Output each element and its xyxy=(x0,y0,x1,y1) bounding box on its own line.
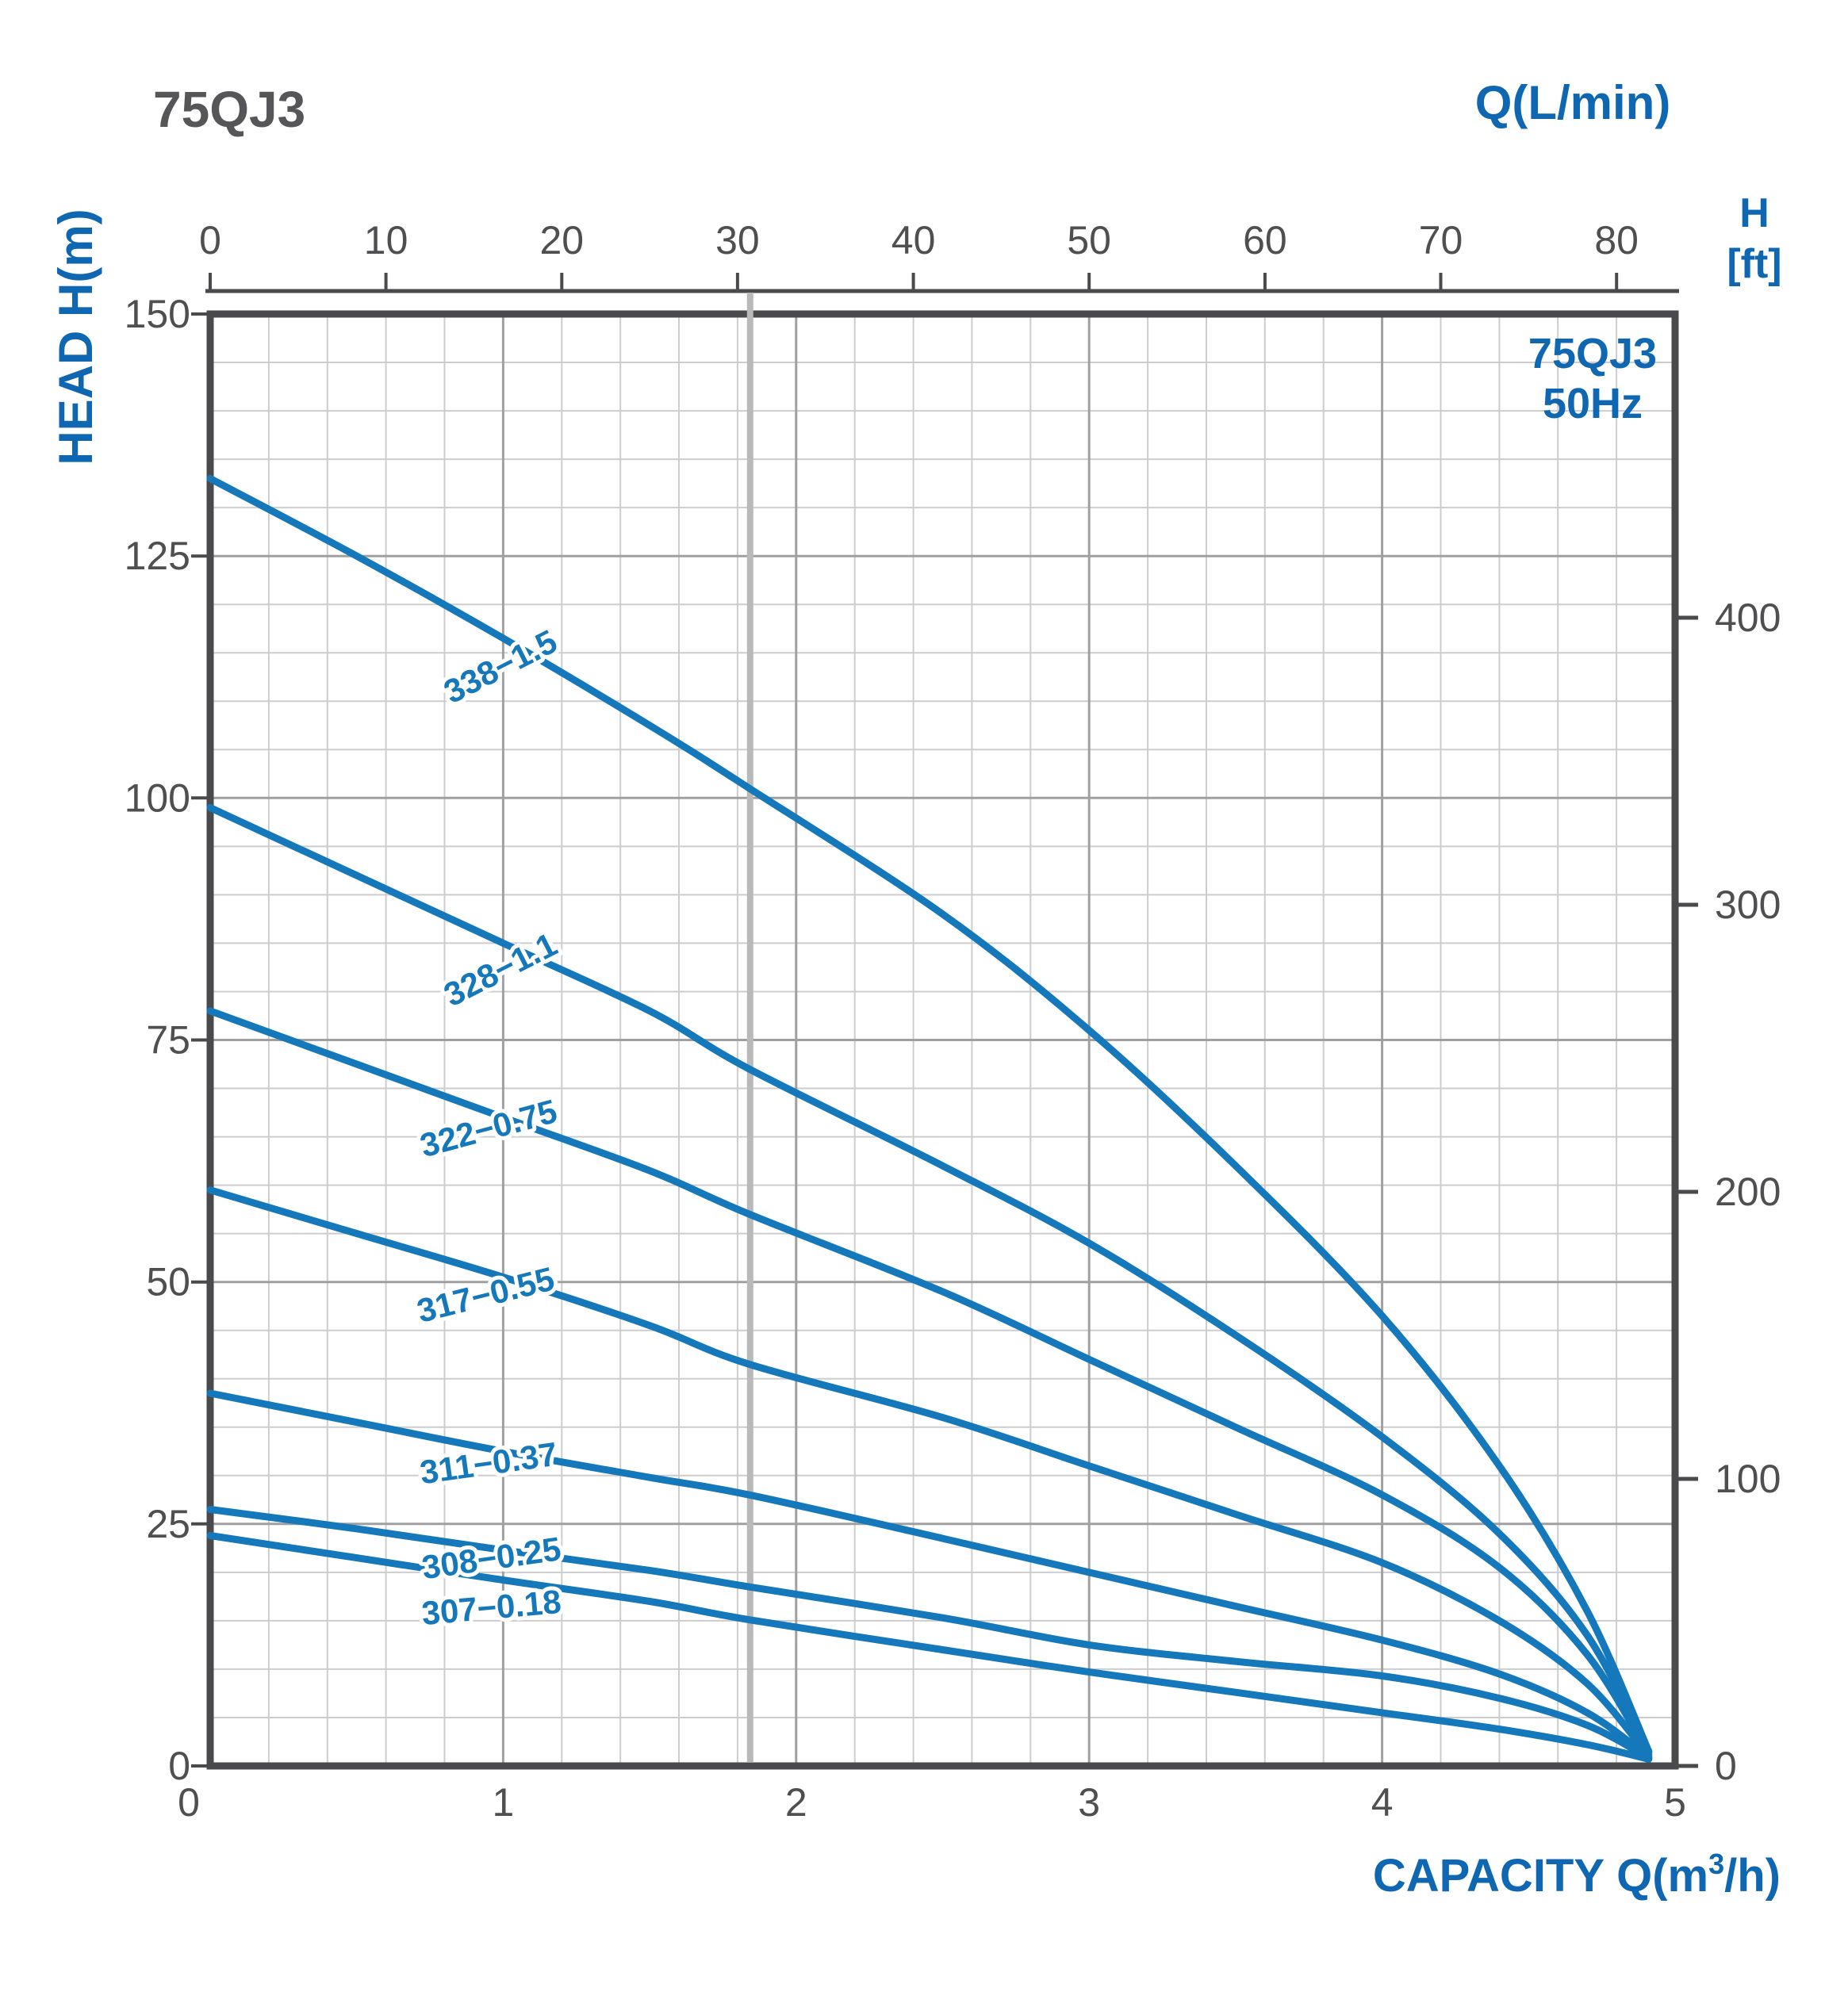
bottom-axis-title-superscript: 3 xyxy=(1708,1848,1724,1880)
bottom-axis-title-prefix: CAPACITY Q(m xyxy=(1373,1850,1708,1902)
top-axis-tick-label: 80 xyxy=(1594,218,1639,262)
grid-layer xyxy=(210,314,1675,1766)
top-axis-tick-label: 10 xyxy=(364,218,408,262)
left-axis-tick-label: 0 xyxy=(168,1744,190,1788)
curve-338-1.5 xyxy=(206,475,1653,1756)
static-text-layer: 75QJ3 Q(L/min) HEAD H(m) H [ft] 75QJ3 50… xyxy=(49,76,1782,1902)
top-axis-tick-label: 20 xyxy=(539,218,584,262)
curve-308-0.25 xyxy=(206,1506,1653,1762)
top-axis-tick-label: 30 xyxy=(715,218,760,262)
curve-328-1.1 xyxy=(206,804,1653,1756)
curve-317-0.55 xyxy=(206,1186,1653,1760)
curve-311-0.37 xyxy=(206,1389,1653,1761)
legend-frequency: 50Hz xyxy=(1543,380,1643,427)
left-axis-tick-label: 25 xyxy=(146,1502,190,1546)
right-axis-tick-label: 400 xyxy=(1715,596,1781,640)
bottom-axis-tick-label: 1 xyxy=(492,1780,514,1825)
top-axis-tick-label: 0 xyxy=(199,218,221,262)
curve-322-0.75 xyxy=(206,1007,1653,1758)
top-axis-tick-label: 70 xyxy=(1419,218,1463,262)
right-axis-tick-label: 0 xyxy=(1715,1744,1737,1788)
curve-label-322-0.75: 322−0.75 xyxy=(416,1092,562,1164)
top-axis-title: Q(L/min) xyxy=(1475,76,1671,129)
bottom-axis-tick-label: 2 xyxy=(785,1780,807,1825)
bottom-axis-tick-label: 3 xyxy=(1078,1780,1100,1825)
top-axis-tick-label: 60 xyxy=(1243,218,1287,262)
legend-model: 75QJ3 xyxy=(1528,330,1657,377)
left-axis-tick-label: 125 xyxy=(125,534,190,578)
right-axis-title-line1: H xyxy=(1739,190,1769,236)
right-axis-tick-label: 100 xyxy=(1715,1457,1781,1501)
bottom-axis-tick-label: 4 xyxy=(1371,1780,1394,1825)
left-axis-tick-label: 100 xyxy=(125,776,190,820)
chart-title: 75QJ3 xyxy=(153,81,305,138)
right-axis-tick-label: 200 xyxy=(1715,1170,1781,1214)
curve-label-311-0.37: 311−0.37 xyxy=(417,1435,559,1492)
left-axis-title: HEAD H(m) xyxy=(49,209,102,465)
curve-label-307-0.18: 307−0.18 xyxy=(420,1583,563,1632)
bottom-axis-tick-label: 0 xyxy=(178,1780,200,1825)
top-axis-tick-label: 50 xyxy=(1067,218,1111,262)
right-axis-title-line2: [ft] xyxy=(1727,241,1781,287)
left-axis-tick-label: 50 xyxy=(146,1260,190,1304)
plot-frame xyxy=(206,310,1679,1770)
right-axis-tick-label: 300 xyxy=(1715,883,1781,927)
curves-layer xyxy=(206,475,1653,1763)
bottom-axis-title: CAPACITY Q(m3/h) xyxy=(1373,1848,1781,1902)
left-axis-tick-label: 150 xyxy=(125,292,190,336)
top-axis-tick-label: 40 xyxy=(891,218,936,262)
curve-labels-layer: 338−1.5328−1.1322−0.75317−0.55311−0.3730… xyxy=(409,619,567,1636)
axes-layer: 0 10 20 30 40 50 60 70 8015012510075502504003002… xyxy=(125,218,1781,1825)
bottom-axis-tick-label: 5 xyxy=(1664,1780,1686,1825)
bottom-axis-title-suffix: /h) xyxy=(1724,1850,1781,1902)
left-axis-tick-label: 75 xyxy=(146,1018,190,1063)
curve-307-0.18 xyxy=(206,1532,1653,1763)
